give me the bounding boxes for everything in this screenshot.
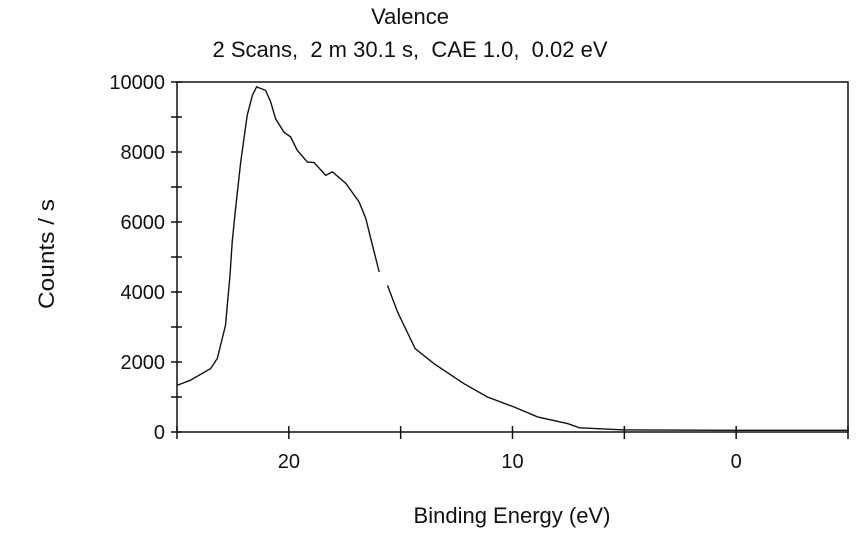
y-tick-label: 2000	[121, 352, 166, 374]
plot-area-frame	[176, 81, 849, 433]
y-tick-label: 6000	[121, 212, 166, 234]
spectrum-line	[176, 86, 848, 431]
chart-title: Valence	[371, 4, 449, 29]
x-tick-label: 20	[278, 451, 300, 473]
x-tick-label: 10	[501, 451, 523, 473]
chart-subtitle: 2 Scans, 2 m 30.1 s, CAE 1.0, 0.02 eV	[213, 37, 608, 62]
x-axis-label: Binding Energy (eV)	[414, 503, 611, 528]
y-tick-label: 10000	[109, 72, 165, 94]
axis-ticks	[171, 81, 849, 439]
x-tick-label: 0	[731, 451, 742, 473]
y-tick-label: 4000	[121, 282, 166, 304]
tick-labels: 0 2000 4000 6000 8000 10000 20 10 0	[109, 72, 741, 473]
y-tick-label: 0	[154, 422, 165, 444]
y-tick-label: 8000	[121, 142, 166, 164]
y-axis-label: Counts / s	[34, 199, 59, 309]
